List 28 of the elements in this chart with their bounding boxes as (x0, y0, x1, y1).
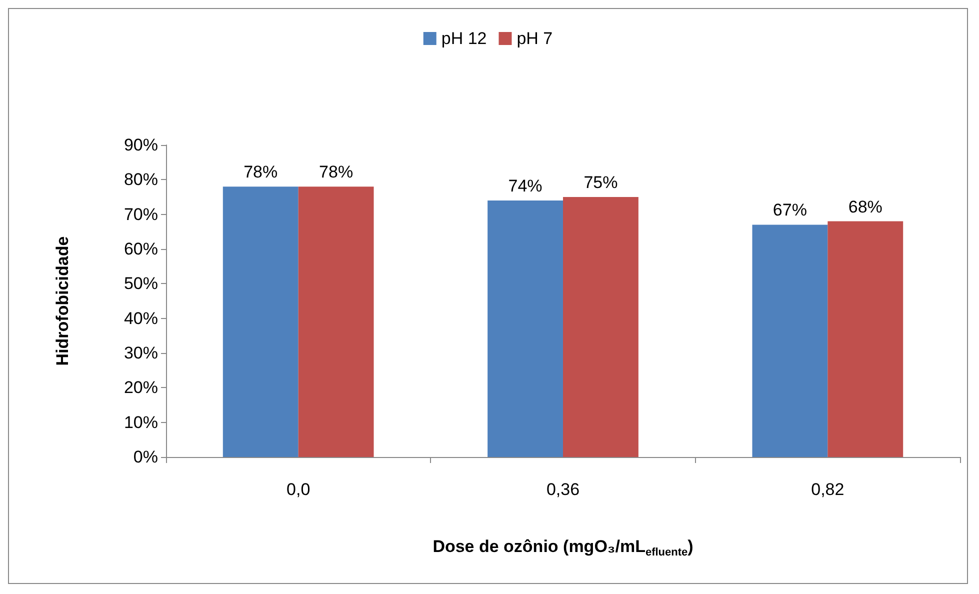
y-axis-title: Hidrofobicidade (53, 236, 72, 366)
bar (752, 224, 828, 457)
y-tick-label: 30% (124, 344, 158, 362)
bar (298, 186, 374, 457)
x-tick-label: 0,82 (811, 480, 844, 499)
y-tick-label: 0% (133, 448, 158, 466)
data-label: 68% (848, 197, 882, 216)
x-tick-label: 0,0 (286, 480, 310, 499)
y-tick-label: 40% (124, 308, 158, 328)
y-tick-label: 20% (124, 378, 158, 398)
bar (222, 186, 298, 457)
data-label: 78% (319, 162, 354, 182)
data-label: 74% (508, 176, 542, 196)
bar (563, 197, 638, 457)
y-tick-label: 50% (124, 274, 158, 294)
bar (488, 200, 563, 457)
data-label: 75% (584, 173, 618, 192)
y-tick-label: 80% (124, 170, 158, 190)
data-label: 67% (772, 200, 807, 220)
legend-label: pH 7 (516, 29, 553, 48)
y-tick-label: 90% (124, 136, 158, 154)
y-tick-label: 70% (124, 204, 158, 224)
y-tick-label: 10% (124, 412, 158, 432)
data-label: 78% (244, 162, 278, 182)
bar (828, 221, 904, 457)
y-tick-label: 60% (124, 240, 158, 258)
x-tick-label: 0,36 (546, 480, 580, 499)
legend-label: pH 12 (441, 29, 487, 48)
